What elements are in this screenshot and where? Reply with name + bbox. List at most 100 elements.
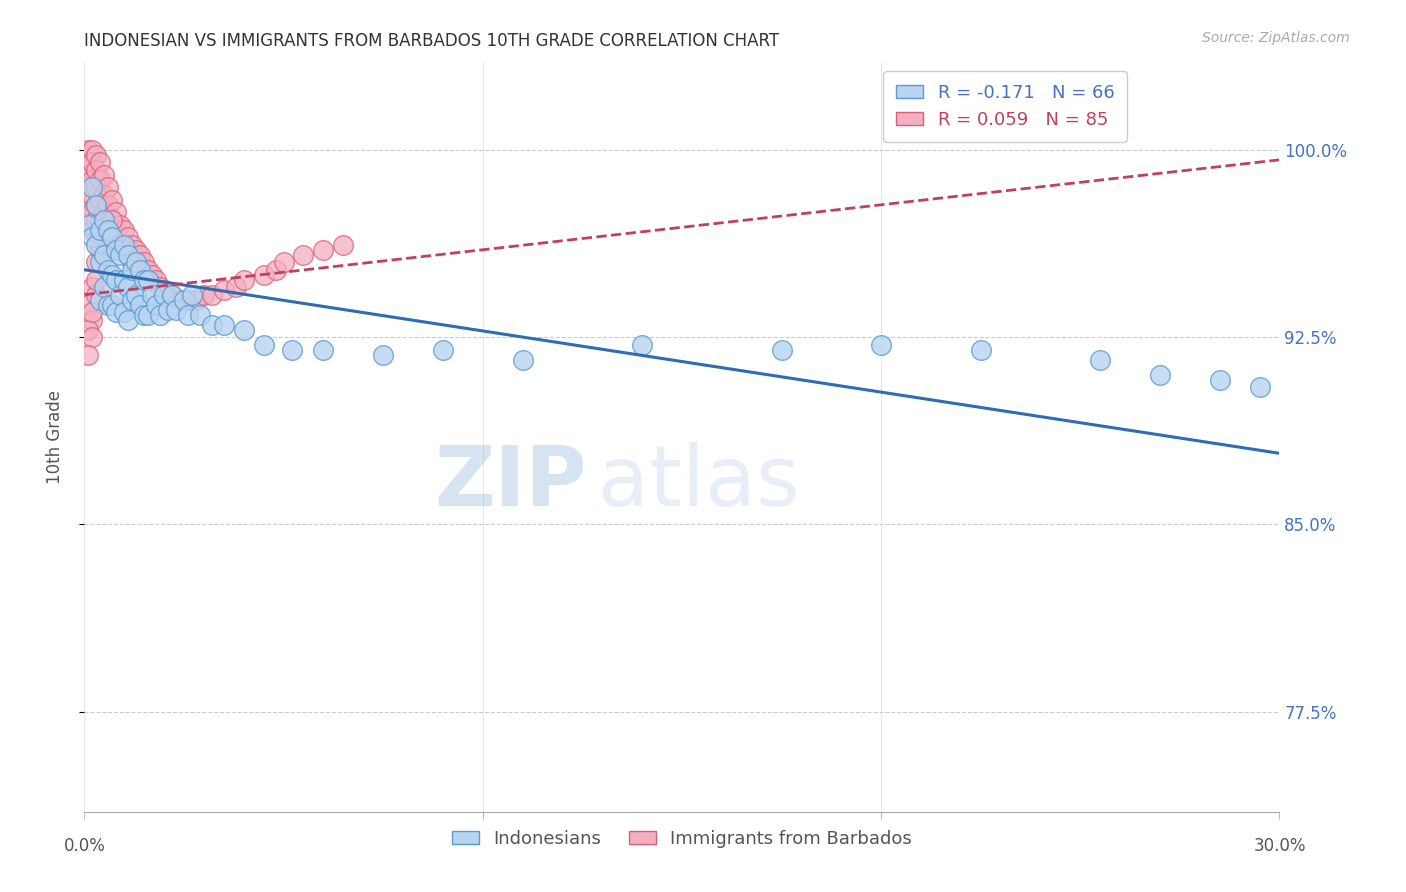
Point [160, 287, 183, 301]
Point [93, 230, 115, 244]
Point [86, 198, 108, 212]
Point [292, 248, 315, 262]
Point [212, 283, 235, 297]
Point [97, 298, 120, 312]
Point [82, 312, 104, 326]
Point [86, 212, 108, 227]
Point [132, 273, 156, 287]
Point [112, 237, 135, 252]
Point [136, 273, 159, 287]
Point [77, 298, 100, 312]
Point [141, 268, 163, 282]
Point [201, 287, 224, 301]
Point [105, 243, 128, 257]
Text: ZIP: ZIP [434, 442, 586, 523]
Point [121, 262, 143, 277]
Point [105, 205, 128, 219]
Point [93, 248, 115, 262]
Point [132, 273, 156, 287]
Point [117, 248, 139, 262]
Point [97, 218, 120, 232]
Point [105, 223, 128, 237]
Point [129, 298, 152, 312]
Point [264, 262, 287, 277]
Point [121, 237, 143, 252]
Point [232, 323, 254, 337]
Point [132, 308, 156, 322]
Text: Source: ZipAtlas.com: Source: ZipAtlas.com [1202, 31, 1350, 45]
Point [970, 343, 993, 357]
Point [112, 305, 135, 319]
Point [93, 168, 115, 182]
Point [110, 218, 132, 232]
Point [160, 287, 183, 301]
Point [89, 293, 111, 307]
Point [101, 298, 124, 312]
Point [145, 298, 167, 312]
Point [93, 212, 115, 227]
Point [101, 212, 124, 227]
Point [97, 180, 120, 194]
Point [82, 205, 104, 219]
Point [105, 305, 128, 319]
Point [112, 223, 135, 237]
Point [93, 223, 115, 237]
Point [101, 212, 124, 227]
Point [82, 173, 104, 187]
Point [136, 262, 159, 277]
Point [101, 193, 124, 207]
Point [145, 273, 167, 287]
Point [89, 237, 111, 252]
Point [121, 293, 143, 307]
Point [110, 287, 132, 301]
Point [125, 243, 148, 257]
Point [117, 230, 139, 244]
Point [97, 223, 120, 237]
Point [77, 180, 100, 194]
Point [125, 262, 148, 277]
Point [97, 223, 120, 237]
Point [77, 323, 100, 337]
Point [132, 255, 156, 269]
Text: 0.0%: 0.0% [63, 837, 105, 855]
Point [86, 180, 108, 194]
Point [112, 243, 135, 257]
Point [1090, 352, 1112, 367]
Point [77, 348, 100, 362]
Point [86, 273, 108, 287]
Point [77, 218, 100, 232]
Point [870, 337, 893, 351]
Point [1149, 368, 1171, 382]
Point [101, 230, 124, 244]
Point [86, 237, 108, 252]
Point [432, 343, 454, 357]
Point [332, 237, 354, 252]
Point [82, 155, 104, 169]
Point [82, 180, 104, 194]
Point [129, 262, 152, 277]
Point [93, 187, 115, 202]
Point [253, 268, 276, 282]
Point [125, 255, 148, 269]
Point [157, 302, 180, 317]
Legend: Indonesians, Immigrants from Barbados: Indonesians, Immigrants from Barbados [444, 822, 920, 855]
Point [149, 308, 172, 322]
Point [121, 255, 143, 269]
Point [181, 287, 204, 301]
Point [273, 255, 295, 269]
Text: atlas: atlas [599, 442, 800, 523]
Point [89, 193, 111, 207]
Point [117, 248, 139, 262]
Point [136, 308, 159, 322]
Point [77, 218, 100, 232]
Point [89, 173, 111, 187]
Point [82, 330, 104, 344]
Point [93, 205, 115, 219]
Point [631, 337, 654, 351]
Point [232, 273, 254, 287]
Point [89, 255, 111, 269]
Point [77, 148, 100, 162]
Point [101, 230, 124, 244]
Point [77, 193, 100, 207]
Point [77, 155, 100, 169]
